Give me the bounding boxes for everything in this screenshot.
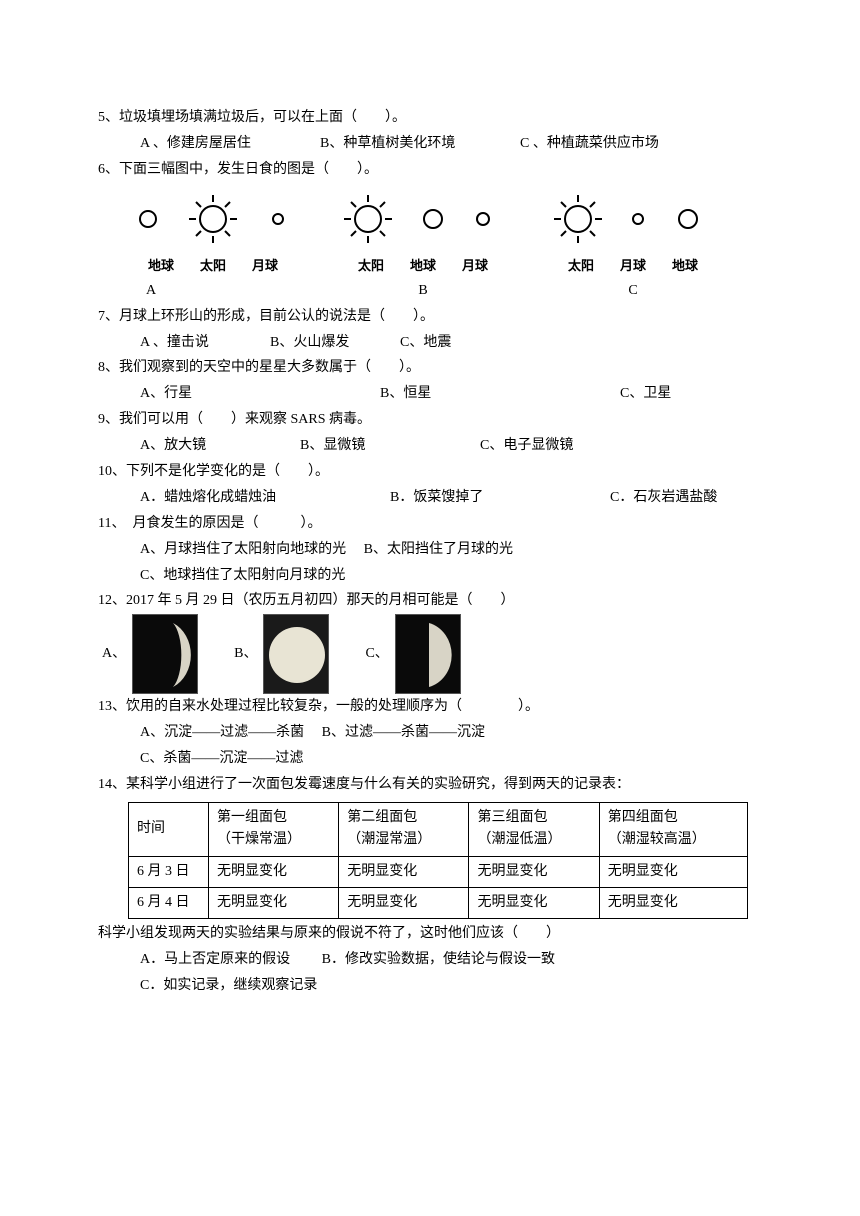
q6b-label-earth: 地球 <box>410 254 436 278</box>
q14-opt-c: C．如实记录，继续观察记录 <box>140 978 317 993</box>
solar-diagram-c <box>548 189 718 254</box>
q13-opt-c: C、杀菌——沉淀——过滤 <box>140 751 303 766</box>
q10-opt-c: C．石灰岩遇盐酸 <box>610 485 717 511</box>
q8-opt-b: B、恒星 <box>380 381 620 407</box>
q6b-label-sun: 太阳 <box>358 254 384 278</box>
question-12: 12、2017 年 5 月 29 日（农历五月初四）那天的月相可能是（ ） A、… <box>98 588 762 694</box>
solar-diagram-a <box>128 189 298 254</box>
q7-opt-c: C、地震 <box>400 330 451 356</box>
solar-diagram-b <box>338 189 508 254</box>
question-14: 14、某科学小组进行了一次面包发霉速度与什么有关的实验研究，得到两天的记录表： … <box>98 772 762 999</box>
table-row: 6 月 3 日 无明显变化 无明显变化 无明显变化 无明显变化 <box>129 856 748 887</box>
q7-opt-b: B、火山爆发 <box>270 330 400 356</box>
q6-diagrams: 地球 太阳 月球 A <box>128 189 762 304</box>
q6c-label-sun: 太阳 <box>568 254 594 278</box>
q14-followup: 科学小组发现两天的实验结果与原来的假说不符了，这时他们应该（ ） <box>98 921 762 947</box>
q5-opt-a: A 、修建房屋居住 <box>140 131 320 157</box>
q5-opt-b: B、种草植树美化环境 <box>320 131 520 157</box>
q14-opt-b: B．修改实验数据，使结论与假设一致 <box>322 952 555 967</box>
q10-opt-a: A．蜡烛熔化成蜡烛油 <box>140 485 390 511</box>
question-10: 10、下列不是化学变化的是（ ）。 A．蜡烛熔化成蜡烛油 B．饭菜馊掉了 C．石… <box>98 459 762 511</box>
q14-table: 时间 第一组面包 （干燥常温） 第二组面包 （潮湿常温） 第三组面包 （潮湿低温… <box>128 802 748 920</box>
q5-opt-c: C 、种植蔬菜供应市场 <box>520 131 659 157</box>
td: 无明显变化 <box>469 888 599 919</box>
q11-opt-b: B、太阳挡住了月球的光 <box>364 542 513 557</box>
question-13: 13、饮用的自来水处理过程比较复杂，一般的处理顺序为（ ）。 A、沉淀——过滤—… <box>98 694 762 772</box>
q6b-letter: B <box>338 278 508 304</box>
q8-stem: 8、我们观察到的天空中的星星大多数属于（ ）。 <box>98 355 762 381</box>
th-0: 时间 <box>129 802 209 856</box>
q14-stem: 14、某科学小组进行了一次面包发霉速度与什么有关的实验研究，得到两天的记录表： <box>98 772 762 798</box>
q13-stem: 13、饮用的自来水处理过程比较复杂，一般的处理顺序为（ ）。 <box>98 694 762 720</box>
q13-opt-b: B、过滤——杀菌——沉淀 <box>322 725 485 740</box>
q9-opt-a: A、放大镜 <box>140 433 300 459</box>
q12-label-b: B、 <box>234 641 263 667</box>
td: 无明显变化 <box>339 856 469 887</box>
question-7: 7、月球上环形山的形成，目前公认的说法是（ ）。 A 、撞击说 B、火山爆发 C… <box>98 304 762 356</box>
th-1: 第一组面包 （干燥常温） <box>209 802 339 856</box>
q12-label-a: A、 <box>102 641 132 667</box>
q12-stem: 12、2017 年 5 月 29 日（农历五月初四）那天的月相可能是（ ） <box>98 588 762 614</box>
q6c-label-earth: 地球 <box>672 254 698 278</box>
q6-diagram-c: 太阳 月球 地球 C <box>548 189 718 304</box>
q9-opt-b: B、显微镜 <box>300 433 480 459</box>
moon-phase-c <box>395 614 461 694</box>
q6-stem: 6、下面三幅图中，发生日食的图是（ ）。 <box>98 157 762 183</box>
q8-opt-c: C、卫星 <box>620 381 671 407</box>
q6-diagram-a: 地球 太阳 月球 A <box>128 189 298 304</box>
q11-stem: 11、 月食发生的原因是（ ）。 <box>98 511 762 537</box>
th-2: 第二组面包 （潮湿常温） <box>339 802 469 856</box>
td: 无明显变化 <box>209 856 339 887</box>
q12-label-c: C、 <box>365 641 394 667</box>
table-row: 6 月 4 日 无明显变化 无明显变化 无明显变化 无明显变化 <box>129 888 748 919</box>
q13-opt-a: A、沉淀——过滤——杀菌 <box>140 725 304 740</box>
question-9: 9、我们可以用（ ）来观察 SARS 病毒。 A、放大镜 B、显微镜 C、电子显… <box>98 407 762 459</box>
q9-stem: 9、我们可以用（ ）来观察 SARS 病毒。 <box>98 407 762 433</box>
td: 6 月 4 日 <box>129 888 209 919</box>
td: 无明显变化 <box>209 888 339 919</box>
q6a-label-moon: 月球 <box>252 254 278 278</box>
q6-diagram-b: 太阳 地球 月球 B <box>338 189 508 304</box>
td: 无明显变化 <box>339 888 469 919</box>
q7-opt-a: A 、撞击说 <box>140 330 270 356</box>
q6a-letter: A <box>128 278 298 304</box>
q6c-letter: C <box>548 278 718 304</box>
q11-opt-c: C、地球挡住了太阳射向月球的光 <box>140 568 345 583</box>
question-8: 8、我们观察到的天空中的星星大多数属于（ ）。 A、行星 B、恒星 C、卫星 <box>98 355 762 407</box>
q10-stem: 10、下列不是化学变化的是（ ）。 <box>98 459 762 485</box>
question-6: 6、下面三幅图中，发生日食的图是（ ）。 地球 太阳 <box>98 157 762 304</box>
q8-opt-a: A、行星 <box>140 381 380 407</box>
q14-opt-a: A．马上否定原来的假设 <box>140 952 290 967</box>
q12-moon-options: A、 B、 C、 <box>102 614 762 694</box>
td: 6 月 3 日 <box>129 856 209 887</box>
q6a-label-sun: 太阳 <box>200 254 226 278</box>
table-header-row: 时间 第一组面包 （干燥常温） 第二组面包 （潮湿常温） 第三组面包 （潮湿低温… <box>129 802 748 856</box>
question-11: 11、 月食发生的原因是（ ）。 A、月球挡住了太阳射向地球的光 B、太阳挡住了… <box>98 511 762 589</box>
q7-stem: 7、月球上环形山的形成，目前公认的说法是（ ）。 <box>98 304 762 330</box>
q6a-label-earth: 地球 <box>148 254 174 278</box>
th-4: 第四组面包 （潮湿较高温） <box>599 802 747 856</box>
q5-stem: 5、垃圾填埋场填满垃圾后，可以在上面（ ）。 <box>98 105 762 131</box>
moon-phase-a <box>132 614 198 694</box>
td: 无明显变化 <box>599 888 747 919</box>
td: 无明显变化 <box>599 856 747 887</box>
question-5: 5、垃圾填埋场填满垃圾后，可以在上面（ ）。 A 、修建房屋居住 B、种草植树美… <box>98 105 762 157</box>
q11-opt-a: A、月球挡住了太阳射向地球的光 <box>140 542 346 557</box>
th-3: 第三组面包 （潮湿低温） <box>469 802 599 856</box>
td: 无明显变化 <box>469 856 599 887</box>
q9-opt-c: C、电子显微镜 <box>480 433 573 459</box>
q10-opt-b: B．饭菜馊掉了 <box>390 485 610 511</box>
q6b-label-moon: 月球 <box>462 254 488 278</box>
moon-phase-b <box>263 614 329 694</box>
q6c-label-moon: 月球 <box>620 254 646 278</box>
